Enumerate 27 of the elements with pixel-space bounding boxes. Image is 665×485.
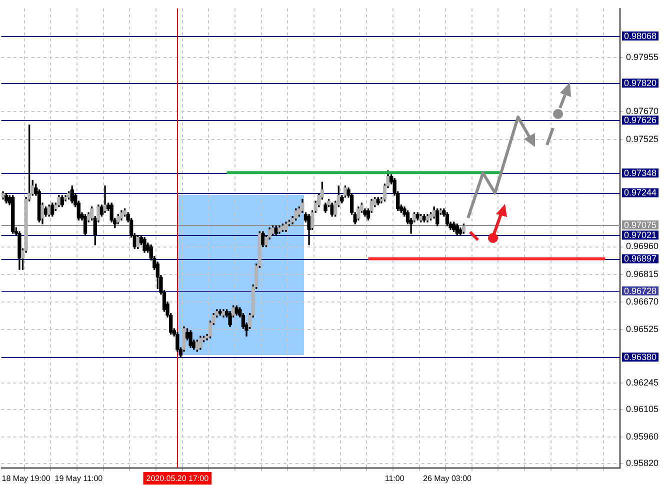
y-tick-label: 0.96245 — [626, 377, 659, 388]
y-tick-label: 0.96670 — [626, 296, 659, 306]
ref-line-label: 0.97348 — [624, 168, 657, 178]
x-tick-label: 19 May 11:00 — [54, 474, 104, 484]
ref-line-label: 0.97021 — [624, 230, 657, 240]
ref-line-label: 0.97075 — [624, 220, 657, 230]
y-tick-label: 0.96815 — [626, 268, 659, 279]
y-tick-label: 0.96525 — [626, 324, 659, 334]
y-tick-label: 0.97525 — [626, 134, 659, 144]
ref-line-label: 0.98068 — [624, 30, 657, 41]
ref-line-label: 0.96728 — [624, 286, 657, 296]
candlestick — [103, 186, 107, 213]
x-tick-label: 18 May 19:00 — [2, 474, 51, 484]
ref-line-label: 0.97626 — [624, 115, 657, 126]
y-tick-label: 0.95960 — [626, 431, 659, 442]
ref-line-label: 0.96380 — [624, 352, 657, 362]
ref-line-label: 0.97820 — [624, 78, 657, 88]
y-tick-label: 0.96105 — [626, 404, 659, 414]
y-tick-label: 0.95820 — [626, 458, 659, 468]
y-tick-label: 0.97955 — [626, 52, 659, 62]
x-tick-label: 11:00 — [384, 474, 405, 484]
y-tick-label: 0.96960 — [626, 241, 659, 252]
x-tick-label: 2020.05.20 17:00 — [146, 474, 210, 484]
ref-line-label: 0.97244 — [624, 188, 657, 198]
y-tick-label: 0.97670 — [626, 106, 659, 116]
ref-line-label: 0.96897 — [624, 254, 657, 264]
x-tick-label: 26 May 03:00 — [423, 474, 472, 484]
